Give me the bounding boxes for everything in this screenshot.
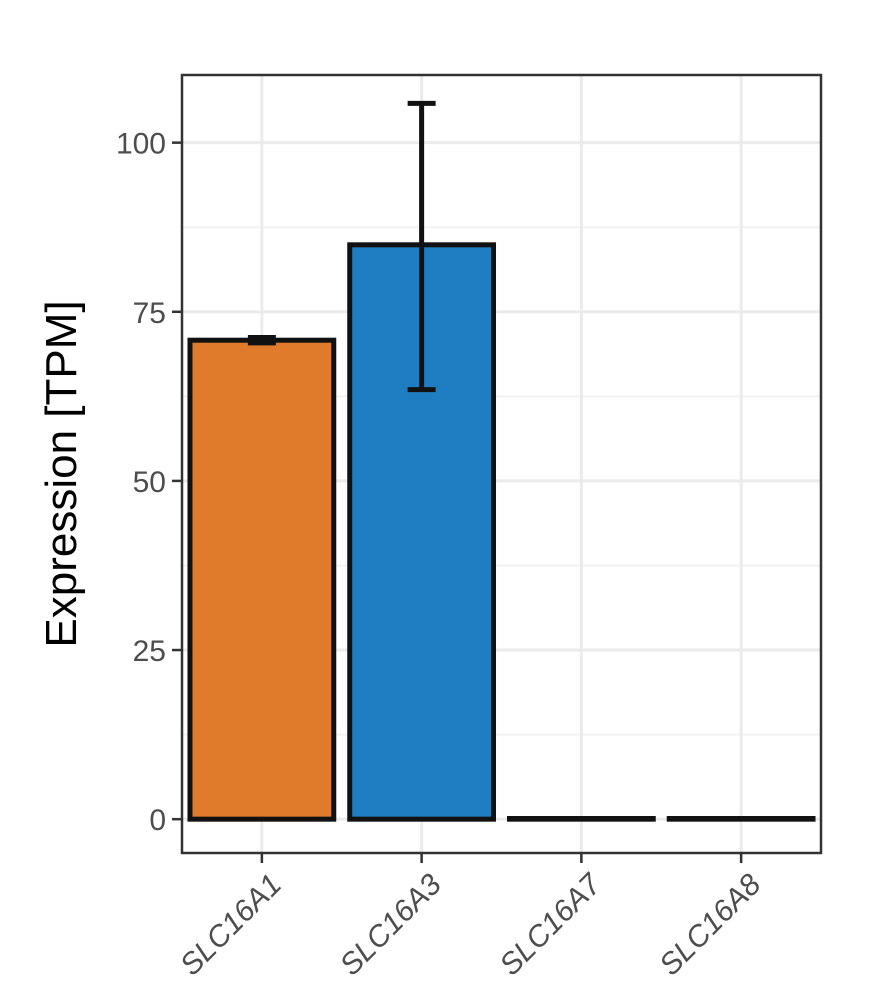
y-tick-label: 0 xyxy=(149,804,166,837)
bar-slc16a8 xyxy=(666,815,816,822)
y-axis-ticks: 0 25 50 75 100 xyxy=(116,128,182,837)
bar-slc16a1 xyxy=(187,337,337,822)
x-tick-label: SLC16A8 xyxy=(653,868,767,982)
x-tick-label: SLC16A7 xyxy=(493,867,608,982)
x-axis-ticks: SLC16A1 SLC16A3 SLC16A7 SLC16A8 xyxy=(174,853,768,982)
y-tick-label: 25 xyxy=(133,635,166,668)
x-tick-label: SLC16A3 xyxy=(334,868,448,982)
y-axis-title: Expression [TPM] xyxy=(37,300,86,647)
x-tick-label: SLC16A1 xyxy=(174,868,288,982)
bars xyxy=(187,242,816,822)
y-tick-label: 75 xyxy=(133,297,166,330)
bar-slc16a7 xyxy=(506,815,656,822)
plot-panel-border xyxy=(180,73,823,855)
y-tick-label: 50 xyxy=(133,466,166,499)
error-bars xyxy=(247,100,436,393)
y-tick-label: 100 xyxy=(116,128,166,161)
bar-slc16a3 xyxy=(347,242,497,822)
